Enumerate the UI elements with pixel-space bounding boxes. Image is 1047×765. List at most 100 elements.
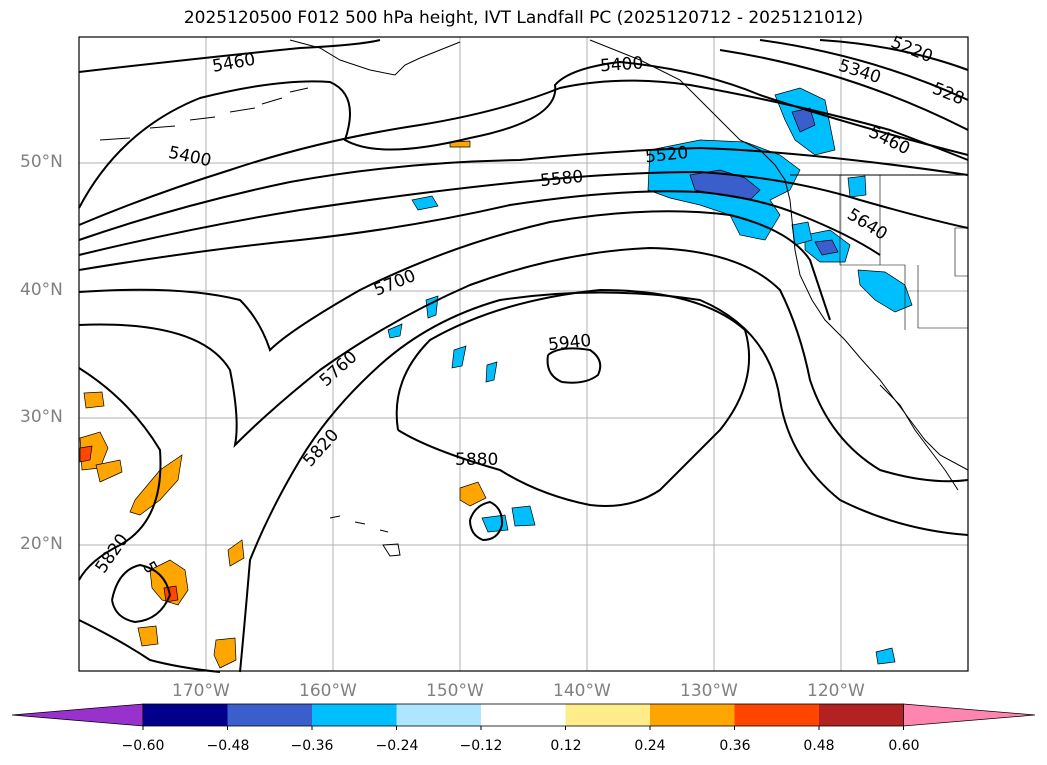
ivt-negative-region: [847, 175, 867, 198]
contour-label: 528: [929, 79, 967, 110]
colorbar-segment: [565, 704, 651, 726]
ivt-shading: [79, 87, 913, 669]
ivt-positive-region: [137, 625, 159, 647]
colorbar-tick-label: −0.60: [121, 738, 165, 754]
colorbar-tick-label: 0.24: [634, 738, 666, 754]
lon-label: 130°W: [680, 681, 738, 701]
contour-label: 5940: [547, 331, 592, 355]
ivt-positive-region: [227, 539, 245, 567]
contour-5940: [546, 347, 602, 384]
contour-outer-sw: [78, 619, 221, 673]
contour-label: 5880: [455, 450, 498, 470]
lat-label: 20°N: [20, 534, 63, 554]
lat-label: 40°N: [20, 280, 63, 300]
colorbar-frame: [142, 703, 904, 727]
ivt-negative-region: [511, 505, 536, 527]
west-coast: [791, 219, 969, 471]
contour-5280: [759, 39, 969, 101]
alaska-panhandle-coast: [589, 39, 793, 221]
contour-5220: [819, 39, 969, 71]
map-title: 2025120500 F012 500 hPa height, IVT Land…: [183, 8, 864, 28]
colorbar-segment: [734, 704, 820, 726]
alaska-coast: [289, 39, 461, 76]
state-borders: [839, 175, 969, 330]
colorbar-extend-min: [11, 703, 144, 727]
contour-label: 5580: [539, 167, 584, 191]
ivt-positive-region: [149, 559, 189, 606]
contour-label: 5520: [644, 143, 689, 167]
map-frame: [78, 36, 969, 672]
contour-5340: [719, 49, 969, 131]
ivt-negative-region: [857, 269, 913, 313]
ivt-positive-region: [83, 391, 105, 409]
lon-label: 140°W: [553, 681, 611, 701]
ivt-negative-core: [814, 239, 839, 256]
lon-label: 160°W: [299, 681, 357, 701]
colorbar-segment: [143, 704, 228, 726]
ivt-negative-region: [425, 295, 439, 319]
lat-label: 30°N: [20, 407, 63, 427]
coastlines: [99, 39, 969, 557]
height-contours: [78, 39, 969, 673]
colorbar-segment: [819, 704, 904, 726]
contour-5520: [78, 146, 969, 241]
colorbar-segment: [227, 704, 313, 726]
ivt-negative-region: [485, 361, 498, 383]
colorbar-segment: [312, 704, 397, 726]
colorbar-segment: [481, 704, 566, 726]
ivt-negative-region: [451, 345, 467, 369]
baja-coast: [879, 384, 959, 491]
contour-label: 5460: [211, 50, 257, 77]
hawaii-islands: [329, 515, 401, 557]
colorbar-tick-label: −0.12: [459, 738, 503, 754]
ivt-negative-region: [387, 323, 403, 339]
contour-label: 5460: [865, 122, 913, 159]
ivt-negative-region: [875, 647, 896, 665]
colorbar-tick-label: 0.12: [550, 738, 582, 754]
contour-5640: [78, 190, 881, 271]
contour-5460-north: [78, 39, 381, 73]
ivt-positive-region: [213, 637, 237, 669]
contour-5820-east: [239, 291, 969, 673]
ivt-positive-region: [129, 454, 183, 516]
colorbar-tick-label: −0.48: [206, 738, 250, 754]
ivt-positive-region: [95, 459, 123, 483]
colorbar-extend-max: [903, 703, 1036, 727]
contour-label: 5400: [599, 53, 644, 76]
aleutian-islands: [99, 87, 309, 141]
ivt-negative-region: [411, 195, 439, 211]
colorbar-segment: [396, 704, 482, 726]
lon-label: 170°W: [172, 681, 230, 701]
ivt-negative-region: [481, 514, 509, 533]
contour-label: 5700: [371, 266, 419, 301]
lat-label: 50°N: [20, 152, 63, 172]
contour-label: 5220: [888, 32, 936, 67]
contour-label: 5760: [316, 347, 362, 391]
colorbar: [11, 703, 1036, 730]
contour-5580: [78, 170, 969, 256]
contour-label: 5820: [299, 425, 343, 471]
colorbar-tick-label: 0.48: [803, 738, 835, 754]
contour-5460-main: [78, 79, 969, 226]
contour-5400-west: [78, 60, 969, 209]
contour-5820-west: [78, 367, 162, 581]
contour-5700: [78, 210, 831, 352]
colorbar-tick-label: 0.60: [888, 738, 920, 754]
colorbar-tick-label: 0.36: [719, 738, 751, 754]
lon-label: 150°W: [426, 681, 484, 701]
contour-5880: [395, 288, 751, 507]
ivt-positive-region: [449, 140, 471, 148]
colorbar-segment: [650, 704, 735, 726]
contour-5880-hawaii: [469, 500, 504, 542]
ivt-positive-core: [163, 585, 179, 603]
lon-label: 120°W: [807, 681, 865, 701]
contour-5880-sw: [111, 563, 172, 624]
contour-label: 5820: [92, 530, 133, 577]
ivt-positive-core: [79, 445, 93, 463]
ivt-positive-region: [459, 481, 487, 507]
contour-5760: [78, 246, 969, 483]
colorbar-tick-label: −0.36: [290, 738, 334, 754]
colorbar-tick-label: −0.24: [375, 738, 419, 754]
graticule: [79, 37, 968, 671]
